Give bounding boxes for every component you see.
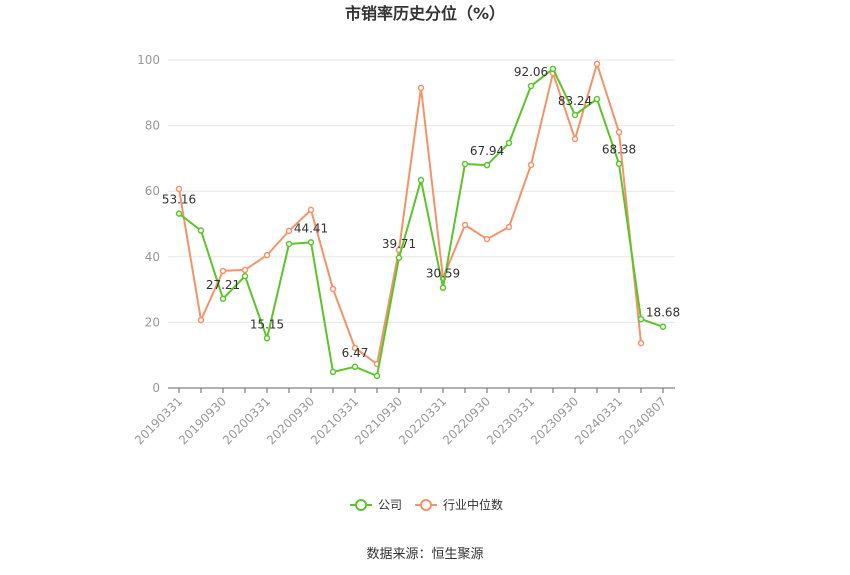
data-label: 67.94 xyxy=(470,144,504,158)
legend-marker xyxy=(420,499,432,511)
x-tick-label: 20240807 xyxy=(616,394,669,447)
data-label: 6.47 xyxy=(342,346,369,360)
data-point xyxy=(483,235,491,243)
data-point xyxy=(307,239,315,246)
data-point xyxy=(505,223,513,231)
data-point xyxy=(285,240,293,248)
data-label: 53.16 xyxy=(162,193,196,207)
source-note: 数据来源：恒生聚源 xyxy=(366,547,483,562)
data-point xyxy=(593,95,601,103)
data-point xyxy=(461,160,469,168)
data-point xyxy=(263,335,271,342)
y-tick-label: 0 xyxy=(152,381,160,395)
data-point xyxy=(219,295,227,303)
data-point xyxy=(395,254,403,262)
data-point xyxy=(175,185,183,193)
data-point xyxy=(197,227,205,234)
data-point xyxy=(615,128,623,136)
data-point xyxy=(197,316,205,324)
data-point xyxy=(417,84,425,92)
data-point xyxy=(329,368,337,376)
y-tick-label: 60 xyxy=(145,184,160,198)
data-point xyxy=(549,65,557,73)
data-point xyxy=(461,221,469,229)
data-point xyxy=(637,339,645,347)
data-label: 39.71 xyxy=(382,237,416,251)
data-point xyxy=(241,266,249,274)
data-point xyxy=(285,227,293,235)
y-tick-label: 80 xyxy=(145,119,160,133)
data-label: 15.15 xyxy=(250,317,284,331)
data-point xyxy=(505,139,513,147)
data-point xyxy=(373,372,381,380)
data-point xyxy=(439,284,447,291)
data-point xyxy=(351,344,359,352)
y-tick-label: 100 xyxy=(137,53,160,67)
data-point xyxy=(593,60,601,68)
data-point xyxy=(571,135,579,143)
data-point xyxy=(483,161,491,169)
data-point xyxy=(527,82,535,90)
data-point xyxy=(615,160,623,167)
data-point xyxy=(527,161,535,169)
y-tick-label: 40 xyxy=(145,250,160,264)
data-point xyxy=(329,285,337,293)
chart-title: 市销率历史分位（%） xyxy=(345,4,505,23)
data-point xyxy=(241,272,249,280)
data-point xyxy=(571,111,579,119)
legend-label: 行业中位数 xyxy=(443,497,503,512)
y-tick-label: 20 xyxy=(145,315,160,329)
data-point xyxy=(219,267,227,275)
data-label: 68.38 xyxy=(602,143,636,157)
data-point xyxy=(351,363,359,371)
data-point xyxy=(659,323,667,330)
data-point xyxy=(637,315,645,323)
data-point xyxy=(175,210,183,217)
data-point xyxy=(417,176,425,184)
data-label: 18.68 xyxy=(646,306,680,320)
data-point xyxy=(263,251,271,259)
data-point xyxy=(307,206,315,214)
data-label: 44.41 xyxy=(294,221,328,235)
data-label: 83.24 xyxy=(558,94,592,108)
data-label: 30.59 xyxy=(426,267,460,281)
legend-marker xyxy=(355,499,367,511)
series-line xyxy=(178,60,642,366)
data-label: 27.21 xyxy=(206,278,240,292)
legend-label: 公司 xyxy=(378,498,402,512)
data-label: 92.06 xyxy=(514,65,548,79)
